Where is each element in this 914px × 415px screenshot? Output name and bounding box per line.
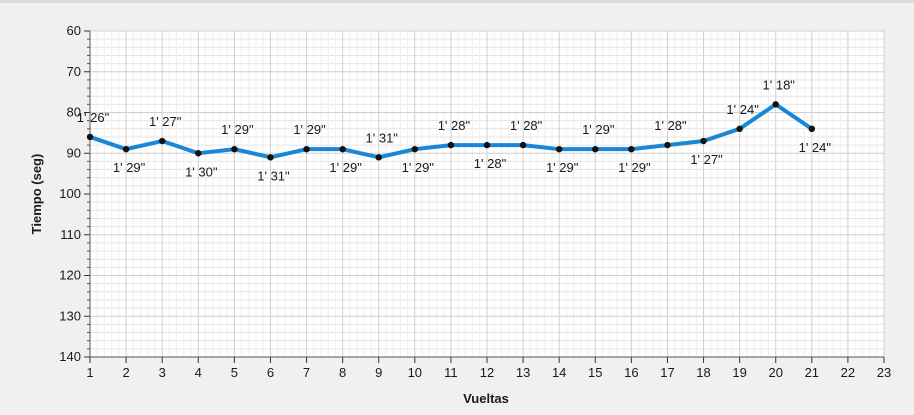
data-point [303,145,310,153]
y-tick-label: 80 [67,105,81,120]
series-group [86,101,816,161]
data-label: 1' 27" [690,152,723,167]
x-tick-label: 13 [516,365,530,380]
data-label: 1' 29" [113,160,146,175]
data-label: 1' 29" [582,122,615,137]
x-tick-label: 10 [408,365,422,380]
data-label: 1' 28" [654,118,687,133]
data-label: 1' 29" [221,122,254,137]
data-label: 1' 28" [474,156,507,171]
data-point [231,145,238,153]
data-label: 1' 31" [366,130,399,145]
data-label: 1' 28" [438,118,471,133]
data-point [158,137,166,145]
data-label: 1' 29" [618,160,651,175]
y-axis: 60 70 80 90 100 110 120 130 140 [59,23,91,364]
data-point [375,154,382,161]
data-point [592,145,599,153]
data-point [555,145,563,153]
data-label: 1' 24" [726,102,759,117]
x-tick-label: 4 [195,365,202,380]
data-label: 1' 28" [510,118,543,133]
x-tick-label: 18 [696,365,710,380]
x-tick-label: 19 [732,365,746,380]
data-point [339,145,346,153]
y-tick-label: 60 [67,23,81,38]
x-tick-label: 16 [624,365,638,380]
x-axis: 1 2 3 4 5 6 7 8 9 10 11 12 13 14 15 16 17 18 19 20 21 22 23 [86,356,891,380]
x-tick-label: 17 [660,365,674,380]
data-point [267,154,274,161]
x-tick-label: 6 [267,365,274,380]
x-tick-label: 21 [805,365,819,380]
x-tick-label: 20 [768,365,782,380]
y-tick-label: 70 [67,64,81,79]
data-point [664,141,671,149]
data-point [86,133,94,141]
x-axis-title: Vueltas [463,391,509,406]
data-point [700,137,707,145]
data-point [447,141,455,149]
x-tick-label: 22 [841,365,855,380]
x-tick-label: 23 [877,365,891,380]
data-point [772,101,779,108]
data-label: 1' 31" [257,168,290,183]
data-label: 1' 18" [763,77,796,92]
y-tick-label: 140 [59,349,81,364]
y-tick-label: 130 [59,308,81,323]
data-label: 1' 24" [799,140,832,155]
data-point [628,145,635,153]
data-label: 1' 26" [77,110,110,125]
x-tick-label: 12 [480,365,494,380]
data-point [195,150,202,157]
data-point [519,141,527,149]
y-tick-label: 90 [67,145,81,160]
x-tick-label: 15 [588,365,602,380]
data-label: 1' 27" [149,114,182,129]
x-tick-label: 5 [231,365,238,380]
x-tick-label: 8 [339,365,346,380]
data-point [122,145,130,153]
data-label: 1' 29" [402,160,435,175]
y-tick-label: 100 [59,186,81,201]
data-label: 1' 29" [546,160,579,175]
data-point [411,145,419,153]
x-tick-label: 9 [375,365,382,380]
x-tick-label: 11 [444,365,458,380]
data-labels: 1' 26"1' 29"1' 27"1' 30"1' 29"1' 31"1' 2… [77,77,832,183]
x-tick-label: 2 [122,365,129,380]
data-point [808,125,816,132]
data-label: 1' 30" [185,164,218,179]
y-tick-label: 110 [60,227,81,242]
x-tick-label: 7 [303,365,310,380]
data-label: 1' 29" [293,122,326,137]
data-label: 1' 29" [329,160,362,175]
x-tick-label: 1 [86,365,93,380]
data-point [483,141,491,149]
y-axis-title: Tiempo (seg) [29,154,44,235]
x-tick-label: 3 [159,365,166,380]
data-point [736,125,743,132]
x-tick-label: 14 [552,365,566,380]
y-tick-label: 120 [59,268,81,283]
